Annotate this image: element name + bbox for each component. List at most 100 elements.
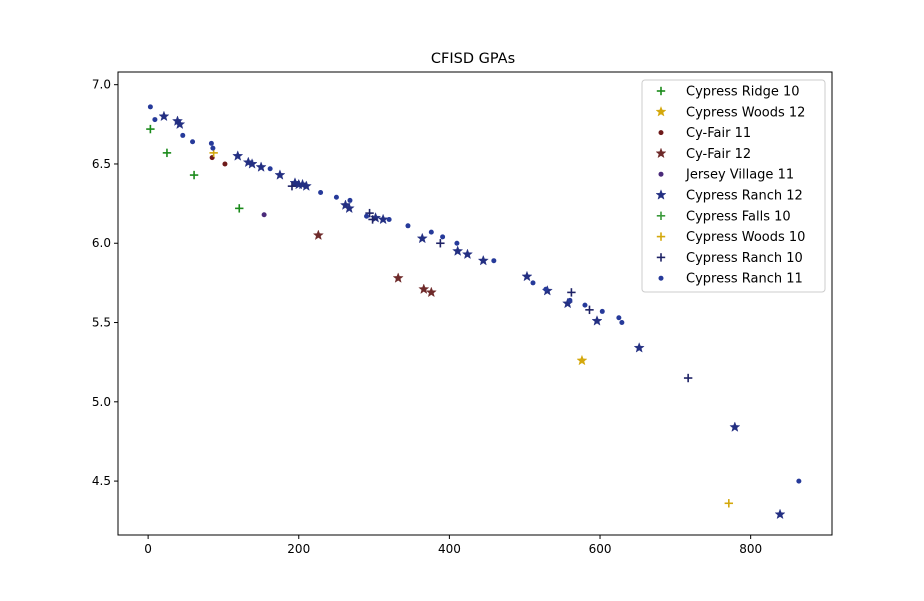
data-point (146, 124, 155, 134)
data-point (585, 305, 594, 315)
data-point (162, 148, 172, 158)
data-point (461, 248, 473, 260)
legend-marker (655, 147, 667, 159)
data-point (246, 158, 258, 169)
data-point (377, 213, 389, 225)
series-points (158, 110, 786, 520)
data-point (774, 508, 786, 520)
legend-label: Cypress Ranch 10 (686, 251, 803, 266)
data-point (796, 478, 802, 484)
data-point (180, 132, 186, 138)
data-point (521, 270, 533, 282)
data-point (312, 229, 324, 240)
data-point (333, 194, 339, 200)
data-point (425, 286, 437, 298)
legend-marker (658, 275, 664, 281)
data-point (174, 118, 186, 129)
plot-area (146, 104, 802, 520)
data-point (491, 258, 497, 264)
data-point (543, 286, 549, 292)
data-point (386, 216, 392, 222)
data-point (300, 180, 312, 191)
legend-label: Cypress Ridge 10 (686, 85, 800, 100)
legend-marker (656, 253, 666, 262)
x-tick-label: 400 (438, 542, 461, 556)
legend-marker (656, 211, 666, 220)
legend-marker (655, 189, 667, 200)
series-points (312, 229, 437, 298)
legend-box (641, 79, 826, 293)
data-point (347, 197, 353, 203)
y-tick-label: 4.5 (92, 474, 111, 488)
data-point (261, 212, 267, 218)
data-point (416, 232, 428, 244)
data-point (222, 161, 228, 167)
data-point (418, 283, 430, 294)
data-point (318, 190, 324, 196)
legend-marker (658, 130, 664, 136)
data-point (147, 104, 153, 110)
y-tick-label: 7.0 (92, 78, 111, 92)
data-point (210, 145, 216, 151)
data-point (599, 308, 605, 314)
legend-label: Cypress Woods 10 (686, 230, 805, 245)
legend-label: Cypress Ranch 12 (686, 189, 803, 204)
data-point (436, 239, 445, 248)
x-tick-label: 200 (287, 542, 310, 556)
data-point (616, 315, 622, 321)
data-point (405, 223, 411, 229)
data-point (208, 140, 214, 146)
y-tick-label: 5.0 (92, 395, 111, 409)
data-point (343, 202, 355, 214)
data-point (235, 204, 244, 213)
data-point (190, 139, 196, 145)
series-points (146, 124, 244, 213)
x-tick-label: 800 (739, 542, 762, 556)
data-point (392, 272, 404, 283)
data-point (428, 229, 434, 235)
data-point (267, 166, 273, 172)
data-point (152, 117, 158, 123)
data-point (452, 245, 464, 256)
data-point (567, 288, 576, 297)
chart-title: CFISD GPAs (431, 51, 515, 67)
data-point (591, 315, 603, 326)
data-point (287, 181, 297, 191)
axes-frame (117, 71, 833, 536)
x-tick-label: 600 (589, 542, 612, 556)
legend-label: Jersey Village 11 (685, 168, 794, 183)
data-point (582, 302, 588, 308)
data-point (274, 169, 286, 180)
data-point (440, 234, 446, 240)
series-points (261, 212, 267, 218)
data-point (158, 110, 170, 122)
data-point (576, 354, 588, 366)
data-point (364, 213, 370, 219)
legend-label: Cy-Fair 12 (686, 147, 751, 162)
x-tick-label: 0 (144, 542, 152, 556)
legend: Cypress Ridge 10 Cypress Woods 12 Cy-Fair … (641, 79, 826, 293)
series-points (576, 354, 588, 366)
legend-marker (658, 171, 664, 177)
data-point (619, 320, 625, 326)
data-point (729, 421, 741, 432)
data-point (530, 280, 536, 286)
legend-marker (656, 232, 666, 241)
legend-marker (655, 106, 667, 117)
y-tick-label: 6.5 (92, 157, 111, 171)
data-point (454, 240, 460, 246)
legend-label: Cypress Woods 12 (686, 105, 805, 120)
legend-label: Cypress Falls 10 (686, 209, 791, 224)
data-point (255, 161, 267, 172)
data-point (567, 297, 573, 303)
series-points (147, 104, 802, 484)
data-point (724, 499, 734, 508)
series-points (287, 181, 693, 383)
y-tick-label: 6.0 (92, 236, 111, 250)
data-point (683, 373, 693, 383)
data-point (368, 215, 377, 224)
data-point (477, 254, 489, 266)
y-tick-label: 5.5 (92, 316, 111, 330)
legend-label: Cy-Fair 11 (686, 126, 751, 141)
